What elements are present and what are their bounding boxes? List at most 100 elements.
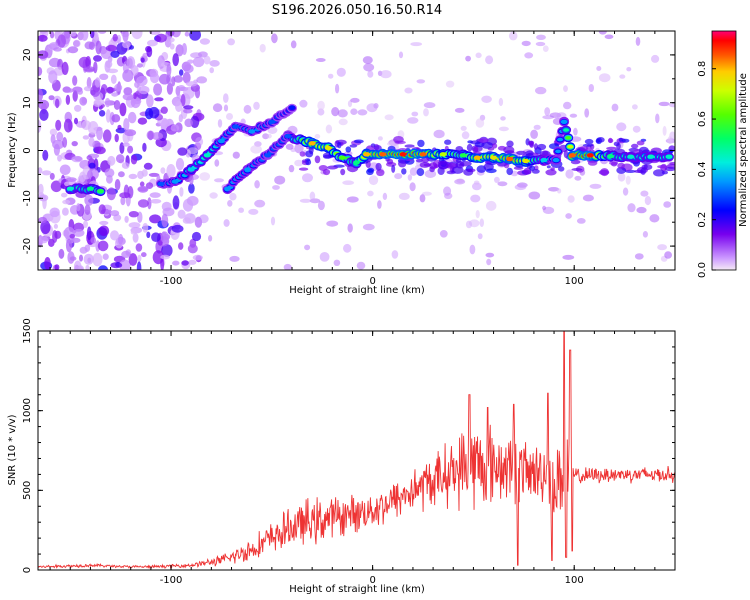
- noise-speckle: [57, 154, 62, 162]
- noise-speckle: [83, 66, 95, 72]
- noise-speckle: [82, 135, 90, 140]
- noise-speckle: [407, 174, 413, 181]
- noise-speckle: [138, 85, 150, 95]
- noise-speckle: [166, 164, 176, 178]
- noise-speckle: [88, 41, 95, 51]
- noise-speckle: [92, 252, 103, 267]
- noise-speckle: [139, 181, 145, 187]
- noise-speckle: [288, 164, 295, 173]
- ridge-halo: [429, 162, 438, 170]
- noise-speckle: [398, 192, 410, 200]
- noise-speckle: [443, 186, 452, 196]
- noise-speckle: [84, 204, 91, 215]
- noise-speckle: [126, 56, 136, 69]
- noise-speckle: [73, 260, 82, 270]
- noise-speckle: [50, 180, 63, 193]
- noise-speckle: [486, 258, 492, 266]
- snr-series-line: [38, 331, 675, 570]
- noise-speckle: [38, 50, 49, 59]
- colorbar-tick-label: 0.4: [697, 161, 708, 177]
- noise-speckle: [616, 122, 627, 132]
- noise-speckle: [102, 253, 109, 260]
- noise-speckle: [161, 213, 169, 228]
- noise-speckle: [142, 222, 149, 233]
- noise-speckle: [49, 31, 55, 39]
- noise-speckle: [124, 215, 129, 223]
- noise-speckle: [141, 169, 148, 177]
- ridge-halo: [504, 150, 515, 155]
- y-tick-label: 500: [22, 481, 33, 500]
- ridge-halo: [376, 169, 385, 177]
- y-tick-label: -20: [22, 238, 33, 254]
- ridge-halo: [571, 168, 583, 171]
- noise-speckle: [119, 259, 131, 270]
- noise-speckle: [343, 243, 352, 253]
- noise-speckle: [209, 192, 218, 199]
- noise-speckle: [145, 182, 154, 190]
- noise-speckle: [64, 181, 71, 187]
- colorbar-label: Normalized spectral amplitude: [738, 73, 749, 227]
- noise-speckle: [118, 233, 124, 245]
- ridge-point: [97, 188, 104, 194]
- noise-speckle: [642, 231, 649, 238]
- noise-speckle: [475, 118, 485, 128]
- noise-speckle: [651, 54, 660, 63]
- noise-speckle: [143, 162, 153, 170]
- noise-speckle: [557, 188, 562, 194]
- noise-speckle: [131, 31, 143, 40]
- noise-speckle: [535, 41, 546, 47]
- noise-speckle: [407, 117, 419, 124]
- noise-speckle: [565, 213, 572, 219]
- noise-speckle: [137, 185, 149, 193]
- noise-speckle: [299, 99, 308, 108]
- noise-speckle: [267, 126, 278, 134]
- noise-speckle: [469, 244, 476, 255]
- noise-speckle: [128, 173, 138, 180]
- noise-speckle: [187, 244, 198, 254]
- noise-speckle: [71, 155, 83, 163]
- noise-speckle: [477, 233, 483, 240]
- noise-speckle: [309, 191, 316, 201]
- noise-speckle: [94, 146, 102, 154]
- noise-speckle: [88, 137, 95, 147]
- noise-speckle: [203, 55, 211, 65]
- noise-speckle: [398, 51, 404, 59]
- noise-speckle: [183, 105, 194, 110]
- ridge-halo: [375, 162, 382, 171]
- noise-speckle: [175, 100, 183, 112]
- noise-speckle: [160, 254, 170, 260]
- noise-speckle: [97, 31, 107, 34]
- noise-speckle: [382, 192, 388, 200]
- noise-speckle: [189, 31, 201, 41]
- noise-speckle: [223, 93, 229, 103]
- noise-speckle: [63, 88, 75, 93]
- x-tick-label: 100: [565, 575, 584, 586]
- noise-speckle: [146, 46, 153, 58]
- noise-speckle: [229, 255, 240, 262]
- noise-speckle: [634, 253, 644, 260]
- noise-speckle: [99, 73, 109, 81]
- noise-speckle: [122, 69, 134, 82]
- colorbar-tick-label: 0.0: [697, 262, 708, 278]
- noise-speckle: [588, 84, 594, 92]
- ridge-halo: [391, 164, 396, 173]
- ridge-halo: [466, 168, 476, 173]
- noise-speckle: [622, 187, 629, 196]
- noise-speckle: [250, 145, 262, 154]
- noise-speckle: [54, 264, 60, 270]
- noise-speckle: [635, 36, 641, 46]
- noise-speckle: [655, 113, 660, 124]
- noise-speckle: [130, 229, 136, 235]
- noise-speckle: [136, 63, 143, 68]
- noise-speckle: [38, 183, 44, 195]
- noise-speckle: [160, 231, 169, 244]
- noise-speckle: [657, 244, 667, 251]
- noise-speckle: [362, 223, 375, 231]
- noise-speckle: [254, 199, 266, 208]
- noise-speckle: [85, 56, 92, 69]
- noise-speckle: [454, 107, 465, 113]
- ridge-halo: [506, 140, 514, 148]
- noise-speckle: [347, 223, 353, 233]
- noise-speckle: [170, 124, 180, 132]
